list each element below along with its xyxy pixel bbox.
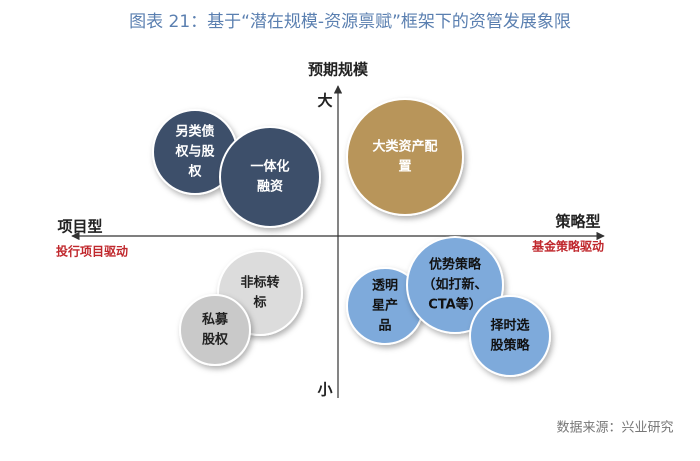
- node-label: 星产: [372, 298, 398, 314]
- node-label: 非标转: [240, 275, 279, 291]
- node-circle: [219, 126, 321, 228]
- axis-label: 策略型: [554, 213, 600, 231]
- axis-label: 项目型: [57, 218, 102, 236]
- title: 图表 21：基于“潜在规模-资源禀赋”框架下的资管发展象限: [129, 11, 571, 32]
- node-label: 择时选: [490, 318, 529, 334]
- node-label: 标: [252, 295, 266, 311]
- axis-end: 小: [317, 381, 332, 399]
- node-circle: [406, 236, 504, 334]
- node-label: 私募: [202, 312, 229, 328]
- node-label: 一体化: [250, 159, 289, 175]
- axis-label: 预期规模: [308, 61, 369, 79]
- axis-sublabel: 投行项目驱动: [56, 244, 128, 259]
- node-label: CTA等）: [428, 297, 481, 313]
- node-label: 融资: [257, 179, 283, 195]
- axis-sublabel: 基金策略驱动: [531, 239, 604, 254]
- node-label: 股策略: [490, 338, 530, 354]
- node-label: （如打新、: [422, 277, 487, 293]
- node-label: 股权: [202, 332, 229, 348]
- node-label: 大类资产配: [372, 139, 437, 155]
- node-label: 权与股: [174, 144, 214, 160]
- node-label: 置: [398, 160, 411, 175]
- node-label: 透明: [372, 279, 398, 294]
- node-circle: [469, 295, 551, 377]
- node-label: 品: [378, 319, 391, 334]
- source: 数据来源：兴业研究: [556, 421, 673, 436]
- node-label: 优势策略: [429, 257, 482, 273]
- node-label: 权: [187, 164, 202, 180]
- node-label: 另类债: [175, 124, 214, 140]
- node-circle: [179, 294, 251, 366]
- axis-end: 大: [317, 92, 332, 110]
- node-circle: [346, 98, 464, 216]
